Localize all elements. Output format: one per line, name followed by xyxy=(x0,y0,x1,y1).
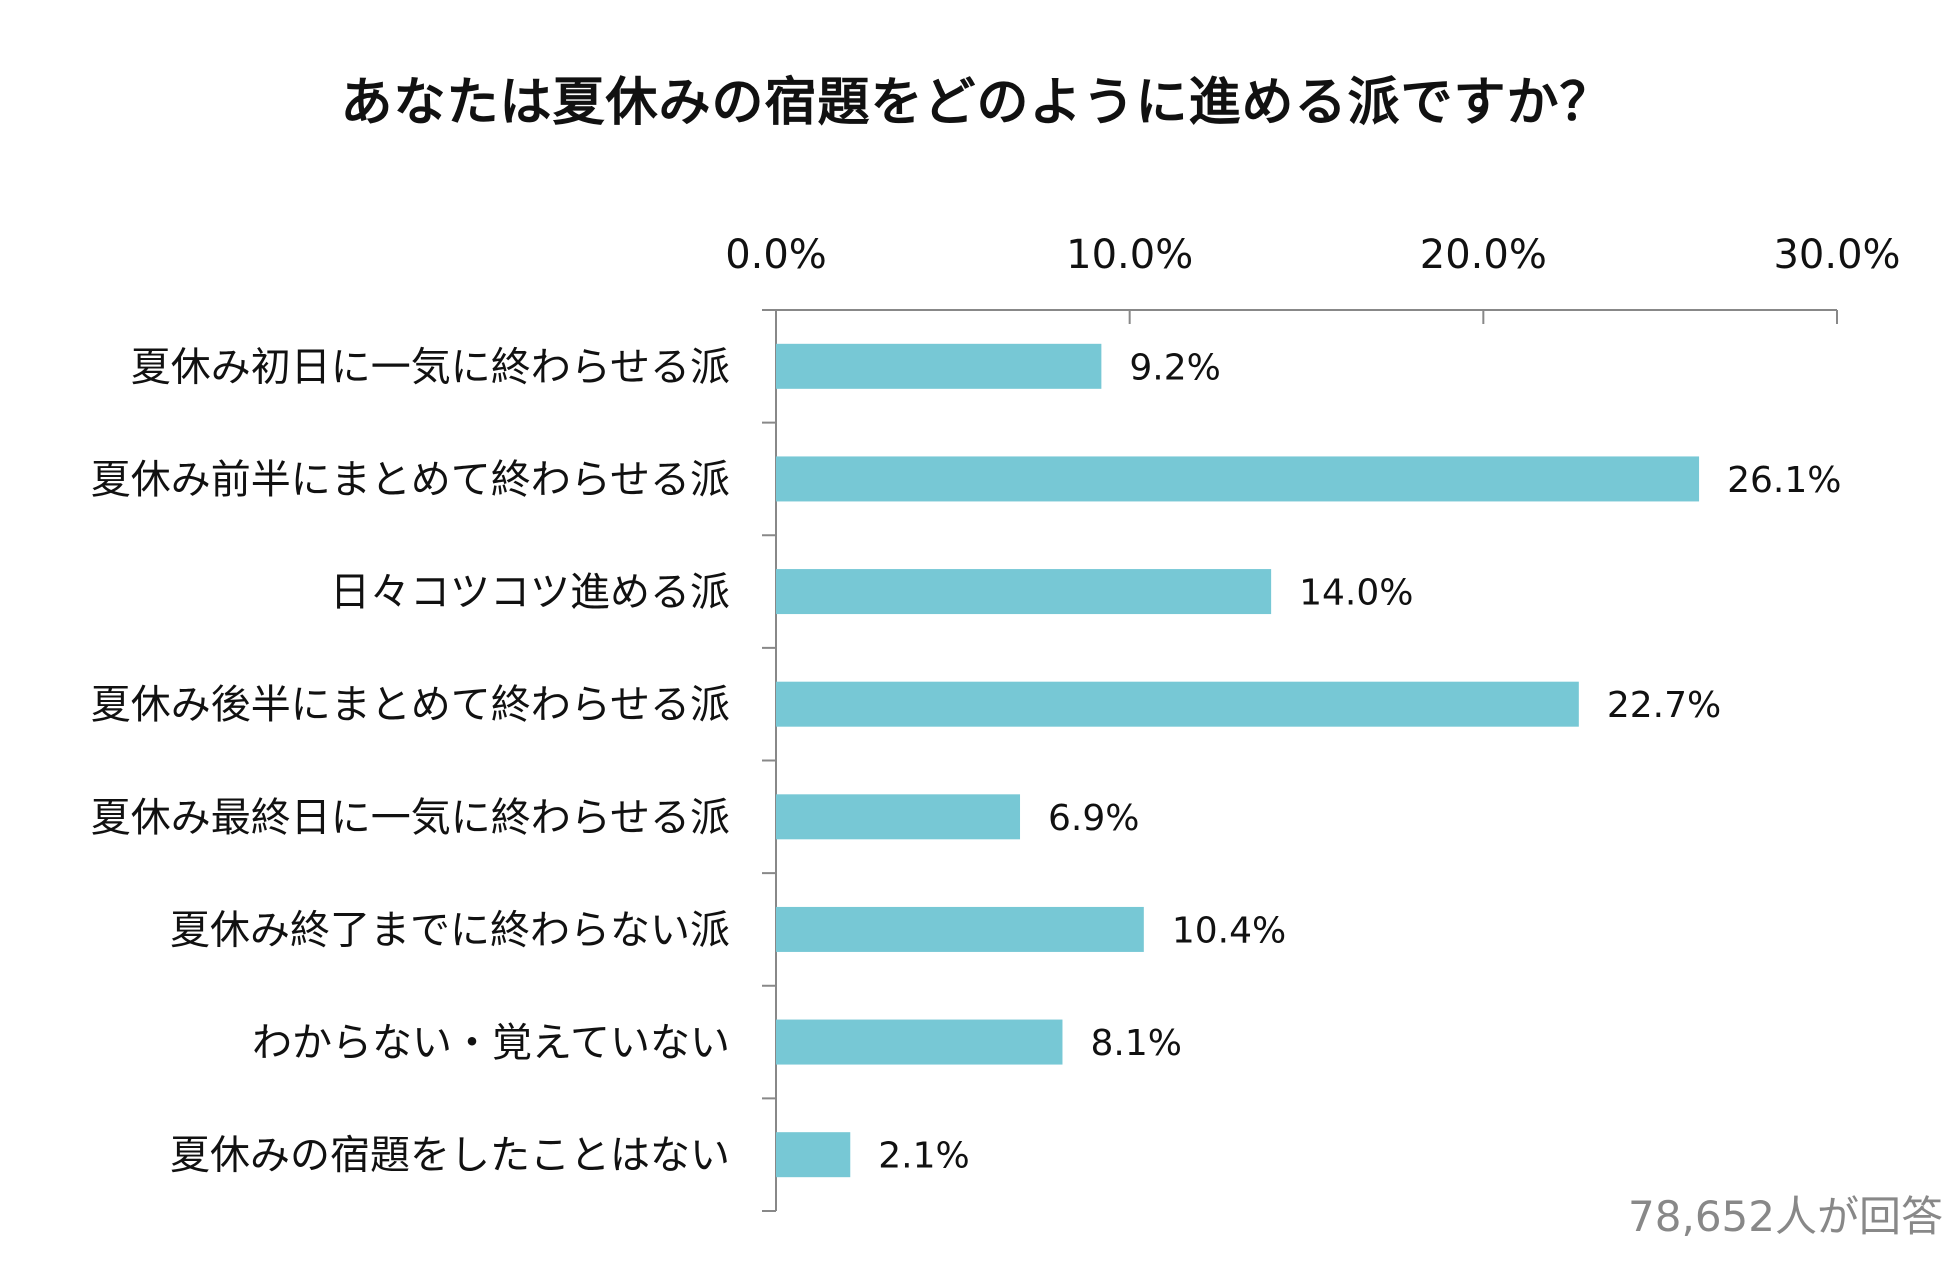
respondent-count-note: 78,652人が回答 xyxy=(1628,1192,1943,1241)
category-label: 日々コツコツ進める派 xyxy=(330,570,730,616)
category-label: 夏休み後半にまとめて終わらせる派 xyxy=(91,682,730,728)
bar xyxy=(776,456,1700,502)
data-label: 14.0% xyxy=(1299,573,1413,614)
bar xyxy=(776,1132,851,1178)
bar xyxy=(776,569,1272,615)
x-tick-label: 0.0% xyxy=(725,232,827,278)
data-label: 9.2% xyxy=(1129,347,1220,388)
category-label: 夏休み前半にまとめて終わらせる派 xyxy=(91,457,730,503)
x-tick-label: 20.0% xyxy=(1420,232,1547,278)
chart-title: あなたは夏休みの宿題をどのように進める派ですか？ xyxy=(340,73,1613,133)
data-label: 26.1% xyxy=(1727,460,1841,501)
x-tick-label: 30.0% xyxy=(1773,232,1900,278)
category-label: 夏休み終了までに終わらない派 xyxy=(170,907,730,953)
bar xyxy=(776,794,1021,840)
bar xyxy=(776,1019,1063,1065)
category-label: 夏休み最終日に一気に終わらせる派 xyxy=(91,795,730,841)
category-label: 夏休みの宿題をしたことはない xyxy=(170,1133,730,1179)
x-tick-label: 10.0% xyxy=(1066,232,1193,278)
bar xyxy=(776,343,1102,389)
data-label: 22.7% xyxy=(1607,685,1721,726)
category-label: 夏休み初日に一気に終わらせる派 xyxy=(131,344,730,390)
data-label: 8.1% xyxy=(1090,1023,1181,1064)
bar xyxy=(776,906,1144,952)
data-label: 10.4% xyxy=(1172,910,1286,951)
bar xyxy=(776,681,1579,727)
data-label: 2.1% xyxy=(878,1136,969,1177)
data-label: 6.9% xyxy=(1048,798,1139,839)
category-label: わからない・覚えていない xyxy=(252,1020,730,1066)
